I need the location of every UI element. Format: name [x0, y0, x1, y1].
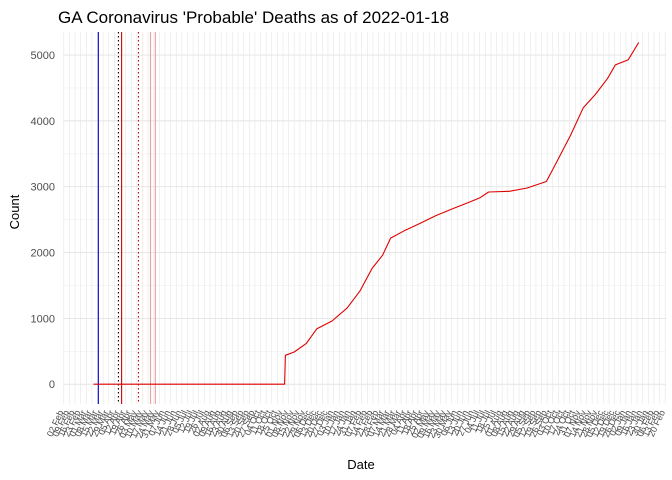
vertical-markers [97, 32, 156, 404]
x-axis-title: Date [347, 457, 374, 472]
y-tick-label: 1000 [31, 313, 55, 325]
series-layer [93, 42, 640, 385]
y-tick-label: 0 [49, 379, 55, 391]
y-tick-label: 5000 [31, 50, 55, 62]
y-axis-title: Count [7, 194, 22, 229]
series-line [93, 42, 640, 385]
y-tick-label: 2000 [31, 248, 55, 260]
y-tick-label: 4000 [31, 116, 55, 128]
grid [63, 32, 666, 404]
chart-title: GA Coronavirus 'Probable' Deaths as of 2… [58, 8, 449, 27]
y-axis-ticks: 0 1000 2000 3000 4000 5000 [31, 50, 55, 391]
y-tick-label: 3000 [31, 182, 55, 194]
